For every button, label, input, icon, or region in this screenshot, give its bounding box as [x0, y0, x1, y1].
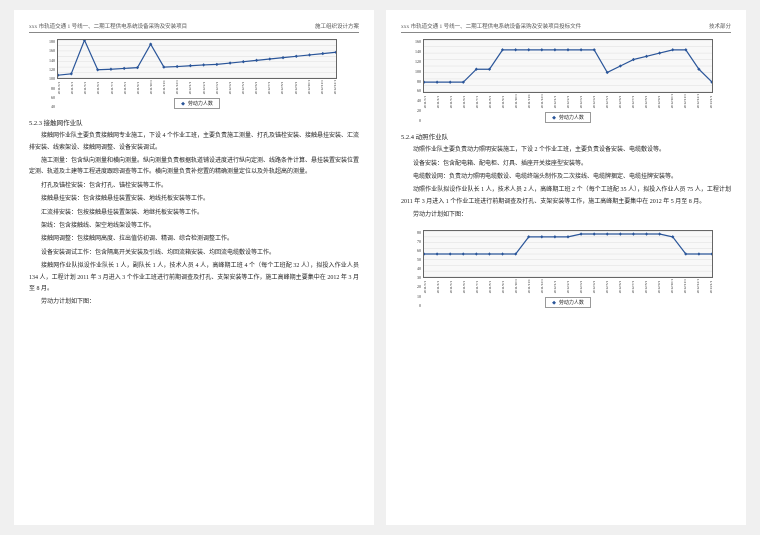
text-523-1: 接触网作业队主要负责接触网专业施工，下设 4 个作业工班，主要负责施工测量、打孔… [29, 131, 359, 154]
chart-1-legend: 劳动力人数 [174, 98, 220, 109]
text-524-5: 劳动力计划如下图： [401, 210, 731, 221]
header-right: xxx 市轨道交通 1 号线一、二期工程供电系统设备采购及安装项目投标文件 技术… [401, 22, 731, 33]
chart-3-y-axis: 80706050403020100 [411, 230, 421, 308]
text-523-9: 接触网作业队拟设作业队长 1 人，副队长 1 人，技术人员 4 人，高峰期工班 … [29, 261, 359, 295]
chart-1-x-axis: 2011/3/12011/4/12011/5/12011/6/12011/7/1… [57, 80, 337, 94]
chart-1-area [57, 39, 337, 79]
chart-2-x-axis: 2011/3/12011/4/12011/5/12011/6/12011/7/1… [423, 94, 713, 108]
text-523-8: 设备安装调试工作：包含隔离开关安装及引线、均回流箱安装、均回流电缆敷设等工作。 [29, 248, 359, 259]
header-title-1: xxx 市轨道交通 1 号线一、二期工程供电系统设备采购及安装项目 [29, 22, 187, 30]
chart-2-area [423, 39, 713, 93]
text-523-5: 汇流排安装：包按接触悬挂装置架装、地继托板安装等工作。 [29, 208, 359, 219]
text-523-7: 接触网调整：包接触网高度、拉出值仿初调、精调、综合检测调整工作。 [29, 234, 359, 245]
chart-2-y-axis: 160140120100806040200 [411, 39, 421, 123]
text-524-4: 动照作业队拟设作业队长 1 人，技术人员 2 人，高峰期工班 2 个（每个工班配… [401, 185, 731, 208]
section-524-title: 5.2.4 动照作业队 [401, 131, 731, 141]
chart-3-x-axis: 2011/3/12011/4/12011/5/12011/6/12011/7/1… [423, 279, 713, 293]
header-title-2: 施工组织设计方案 [315, 22, 359, 30]
header-left: xxx 市轨道交通 1 号线一、二期工程供电系统设备采购及安装项目 施工组织设计… [29, 22, 359, 33]
chart-1-y-axis: 180160140120100806040 [45, 39, 55, 109]
text-523-10: 劳动力计划如下图： [29, 297, 359, 308]
text-524-1: 动照作业队主要负责动力照明安装施工，下设 2 个作业工班，主要负责设备安装、电缆… [401, 145, 731, 156]
text-523-2: 施工测量：包含纵向测量和横向测量。纵向测量负责根据轨道铺设进度进行纵向定测、线路… [29, 156, 359, 179]
header-title-r2: 技术部分 [709, 22, 731, 30]
page-left: xxx 市轨道交通 1 号线一、二期工程供电系统设备采购及安装项目 施工组织设计… [14, 10, 374, 525]
chart-3-legend: 劳动力人数 [545, 297, 591, 308]
text-523-6: 架线：包含接触线、架空地线架设等工作。 [29, 221, 359, 232]
chart-3-area [423, 230, 713, 278]
chart-1: 180160140120100806040 2011/3/12011/4/120… [57, 39, 337, 109]
chart-2: 160140120100806040200 2011/3/12011/4/120… [423, 39, 713, 123]
text-523-3: 打孔及锚栓安装：包含打孔、锚栓安装等工作。 [29, 181, 359, 192]
text-523-4: 接触悬挂安装：包含接触悬挂装置安装、地线托板安装等工作。 [29, 194, 359, 205]
chart-2-legend: 劳动力人数 [545, 112, 591, 123]
text-524-3: 电缆敷设网：负责动力照明电缆敷设、电缆终端头制作及二次接线、电缆牌捆定、电缆挂牌… [401, 172, 731, 183]
page-right: xxx 市轨道交通 1 号线一、二期工程供电系统设备采购及安装项目投标文件 技术… [386, 10, 746, 525]
header-title-r1: xxx 市轨道交通 1 号线一、二期工程供电系统设备采购及安装项目投标文件 [401, 22, 581, 30]
text-524-2: 设备安装：包含配电箱、配电柜、灯具、插座开关接座型安装等。 [401, 159, 731, 170]
section-523-title: 5.2.3 接触网作业队 [29, 117, 359, 127]
chart-3: 80706050403020100 2011/3/12011/4/12011/5… [423, 230, 713, 308]
